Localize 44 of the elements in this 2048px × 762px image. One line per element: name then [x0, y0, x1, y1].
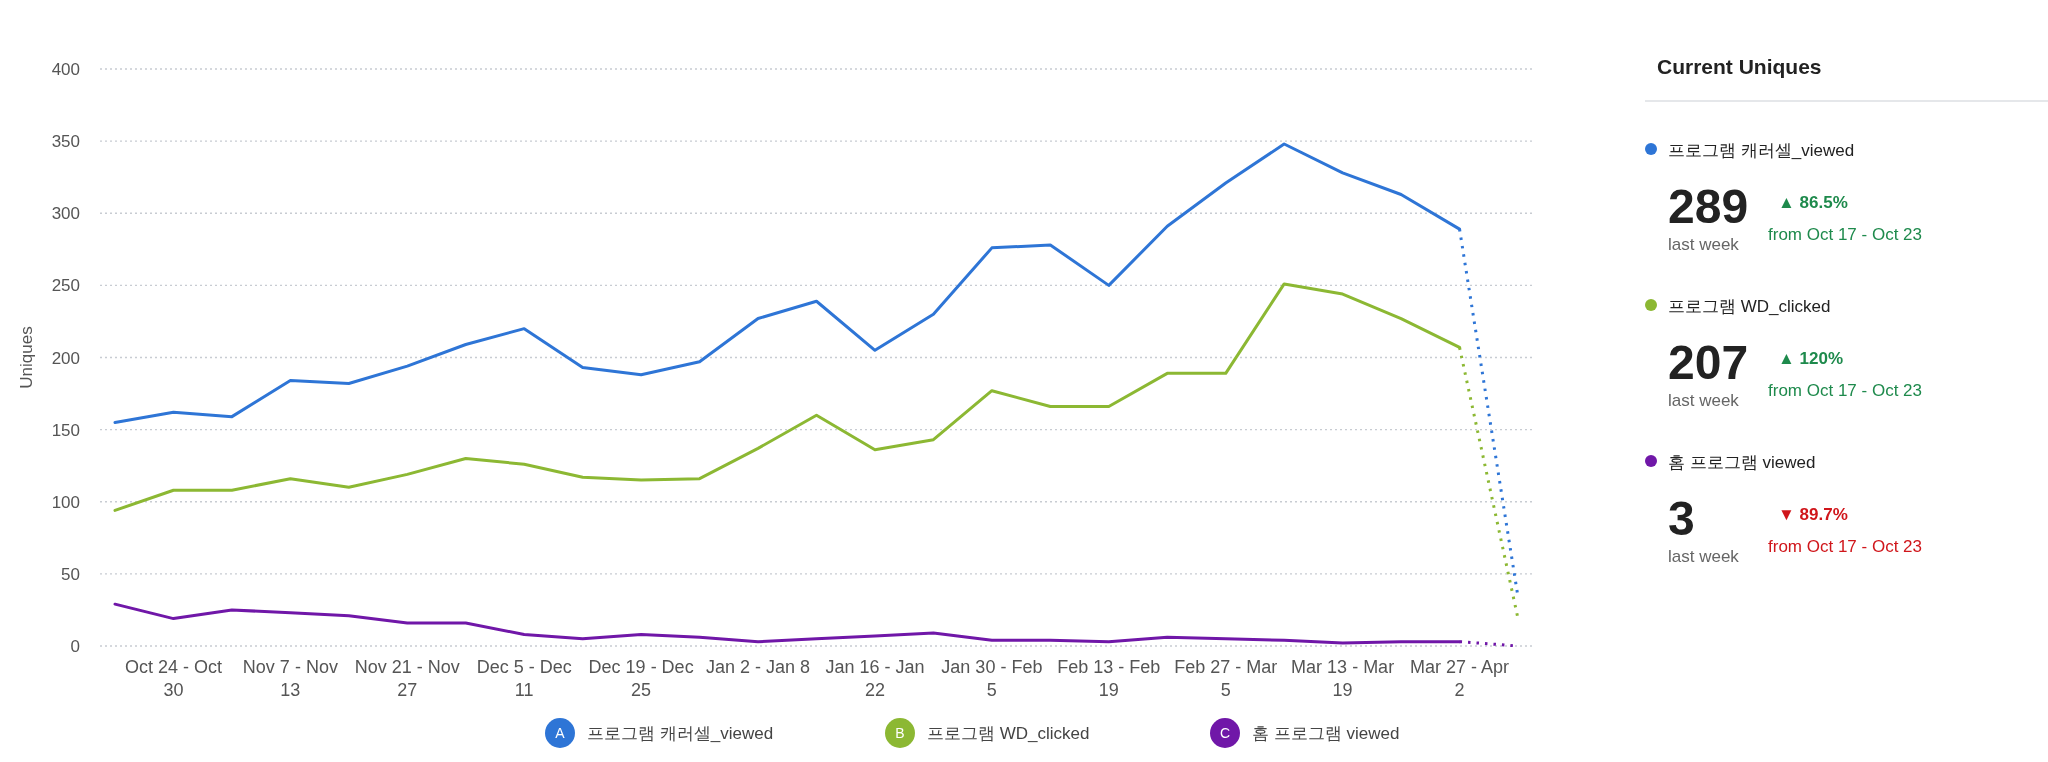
text: 프로그램 WD_clicked — [1668, 297, 1831, 316]
text: ▼ 89.7% — [1778, 505, 1848, 524]
y-tick-label: 250 — [51, 276, 80, 296]
y-tick-label: 50 — [61, 564, 80, 584]
x-tick-label: Nov 21 - Nov 27 — [354, 657, 460, 700]
legend-label: 홈 프로그램 viewed — [1252, 724, 1400, 743]
y-tick-label: 0 — [70, 637, 80, 656]
text: 289 — [1668, 180, 1749, 233]
text: C — [1219, 725, 1231, 741]
text: ▲ 120% — [1778, 349, 1844, 368]
y-tick-label: 200 — [51, 348, 80, 368]
y-tick-label: 400 — [51, 60, 80, 79]
text: from Oct 17 - Oct 23 — [1768, 225, 1922, 244]
x-tick-label: Feb 13 - Feb 19 — [1057, 657, 1161, 700]
y-tick-label: 300 — [51, 204, 80, 224]
y-tick-label: 350 — [51, 132, 80, 152]
x-tick-label: Jan 30 - Feb 5 — [941, 657, 1043, 700]
text: 3 — [1668, 492, 1695, 545]
x-tick-label: Mar 27 - Apr 2 — [1410, 657, 1510, 700]
y-tick-label: 100 — [51, 492, 80, 512]
text: 프로그램 캐러셀_viewed — [1668, 141, 1855, 160]
x-tick-label: Feb 27 - Mar 5 — [1174, 657, 1278, 700]
text: A — [555, 725, 566, 741]
text: from Oct 17 - Oct 23 — [1768, 381, 1922, 400]
text: last week — [1668, 235, 1740, 254]
x-tick-label: Jan 16 - Jan 22 — [825, 657, 925, 700]
text: 207 — [1668, 336, 1749, 389]
x-tick-label: Oct 24 - Oct 30 — [124, 657, 222, 700]
y-axis-title: Uniques — [17, 326, 36, 389]
x-tick-label: Dec 19 - Dec 25 — [588, 657, 694, 700]
text: from Oct 17 - Oct 23 — [1768, 537, 1922, 556]
text: last week — [1668, 391, 1740, 410]
x-tick-label: Dec 5 - Dec 11 — [476, 657, 572, 700]
text: last week — [1668, 547, 1740, 566]
y-tick-label: 150 — [51, 420, 80, 440]
x-tick-label: Jan 2 - Jan 8 — [706, 657, 811, 677]
x-tick-label: Nov 7 - Nov 13 — [242, 657, 338, 700]
text: B — [895, 725, 905, 741]
text: Current Uniques — [1657, 55, 1822, 78]
text: 홈 프로그램 viewed — [1668, 453, 1816, 472]
x-tick-label: Mar 13 - Mar 19 — [1291, 657, 1395, 700]
legend-label: 프로그램 캐러셀_viewed — [587, 724, 774, 743]
legend-label: 프로그램 WD_clicked — [927, 724, 1090, 743]
text: ▲ 86.5% — [1778, 193, 1848, 212]
